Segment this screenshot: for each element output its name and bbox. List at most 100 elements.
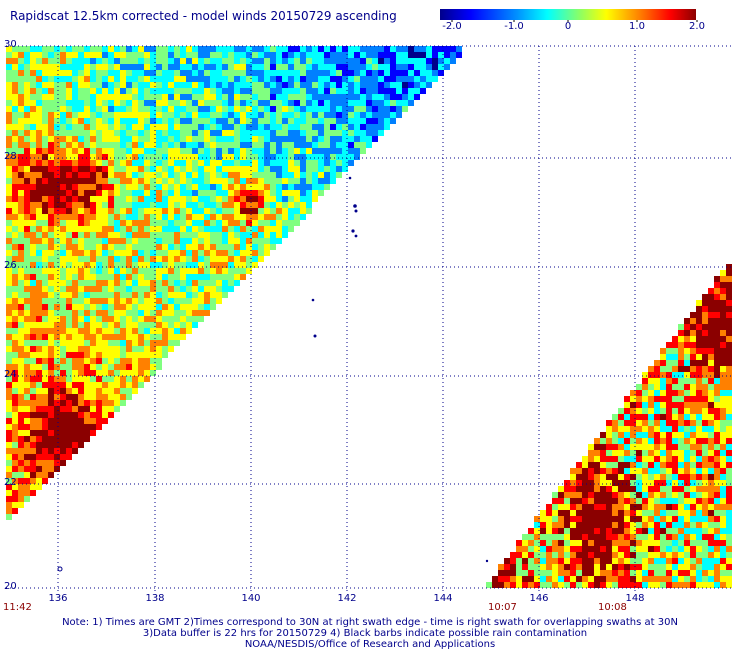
swath-cell xyxy=(294,64,300,70)
swath-cell xyxy=(120,214,126,220)
swath-cell xyxy=(186,172,192,178)
swath-cell xyxy=(642,390,648,396)
swath-cell xyxy=(570,576,576,582)
swath-cell xyxy=(600,432,606,438)
swath-cell xyxy=(12,478,18,484)
swath-cell xyxy=(18,424,24,430)
swath-cell xyxy=(60,304,66,310)
swath-cell xyxy=(318,64,324,70)
swath-cell xyxy=(30,160,36,166)
swath-cell xyxy=(696,486,702,492)
swath-cell xyxy=(642,438,648,444)
swath-cell xyxy=(138,208,144,214)
swath-cell xyxy=(108,220,114,226)
swath-cell xyxy=(24,172,30,178)
swath-cell xyxy=(726,414,732,420)
swath-cell xyxy=(12,256,18,262)
swath-cell xyxy=(12,364,18,370)
swath-cell xyxy=(672,522,678,528)
swath-cell xyxy=(36,286,42,292)
swath-cell xyxy=(336,46,342,52)
swath-cell xyxy=(60,46,66,52)
swath-cell xyxy=(192,166,198,172)
swath-cell xyxy=(84,400,90,406)
swath-cell xyxy=(264,184,270,190)
swath-cell xyxy=(78,388,84,394)
swath-cell xyxy=(48,352,54,358)
swath-cell xyxy=(186,286,192,292)
swath-cell xyxy=(168,112,174,118)
swath-cell xyxy=(696,396,702,402)
swath-cell xyxy=(648,564,654,570)
swath-cell xyxy=(30,292,36,298)
swath-cell xyxy=(108,46,114,52)
swath-cell xyxy=(36,100,42,106)
swath-cell xyxy=(720,330,726,336)
swath-cell xyxy=(336,82,342,88)
swath-cell xyxy=(420,70,426,76)
swath-cell xyxy=(90,154,96,160)
swath-cell xyxy=(90,382,96,388)
swath-cell xyxy=(48,358,54,364)
swath-cell xyxy=(6,172,12,178)
swath-cell xyxy=(156,292,162,298)
swath-cell xyxy=(342,106,348,112)
swath-cell xyxy=(12,280,18,286)
swath-cell xyxy=(6,394,12,400)
swath-cell xyxy=(216,196,222,202)
swath-cell xyxy=(300,82,306,88)
swath-cell xyxy=(342,124,348,130)
swath-cell xyxy=(630,492,636,498)
swath-cell xyxy=(192,262,198,268)
swath-cell xyxy=(240,148,246,154)
swath-cell xyxy=(288,196,294,202)
swath-cell xyxy=(612,414,618,420)
swath-cell xyxy=(720,564,726,570)
swath-cell xyxy=(48,64,54,70)
swath-cell xyxy=(36,478,42,484)
swath-cell xyxy=(30,52,36,58)
swath-cell xyxy=(234,268,240,274)
swath-cell xyxy=(162,172,168,178)
swath-cell xyxy=(66,328,72,334)
swath-cell xyxy=(138,310,144,316)
swath-cell xyxy=(132,70,138,76)
swath-cell xyxy=(306,154,312,160)
swath-cell xyxy=(258,244,264,250)
swath-cell xyxy=(396,58,402,64)
swath-cell xyxy=(216,262,222,268)
swath-cell xyxy=(6,244,12,250)
swath-cell xyxy=(648,552,654,558)
swath-cell xyxy=(630,438,636,444)
swath-cell xyxy=(18,94,24,100)
swath-cell xyxy=(24,130,30,136)
swath-cell xyxy=(42,268,48,274)
swath-cell xyxy=(198,196,204,202)
swath-cell xyxy=(240,262,246,268)
swath-cell xyxy=(354,154,360,160)
swath-cell xyxy=(138,118,144,124)
swath-cell xyxy=(24,328,30,334)
swath-cell xyxy=(408,94,414,100)
swath-cell xyxy=(12,250,18,256)
swath-cell xyxy=(294,112,300,118)
swath-cell xyxy=(690,582,696,588)
swath-cell xyxy=(102,262,108,268)
swath-time-left: 11:42 xyxy=(3,602,32,613)
swath-cell xyxy=(654,504,660,510)
swath-cell xyxy=(204,82,210,88)
swath-cell xyxy=(198,142,204,148)
swath-cell xyxy=(72,154,78,160)
swath-cell xyxy=(72,136,78,142)
swath-cell xyxy=(30,118,36,124)
swath-cell xyxy=(270,112,276,118)
swath-cell xyxy=(222,70,228,76)
swath-cell xyxy=(150,58,156,64)
swath-cell xyxy=(324,178,330,184)
swath-cell xyxy=(522,534,528,540)
swath-cell xyxy=(60,112,66,118)
swath-cell xyxy=(6,196,12,202)
swath-cell xyxy=(282,160,288,166)
swath-cell xyxy=(246,52,252,58)
swath-cell xyxy=(174,184,180,190)
